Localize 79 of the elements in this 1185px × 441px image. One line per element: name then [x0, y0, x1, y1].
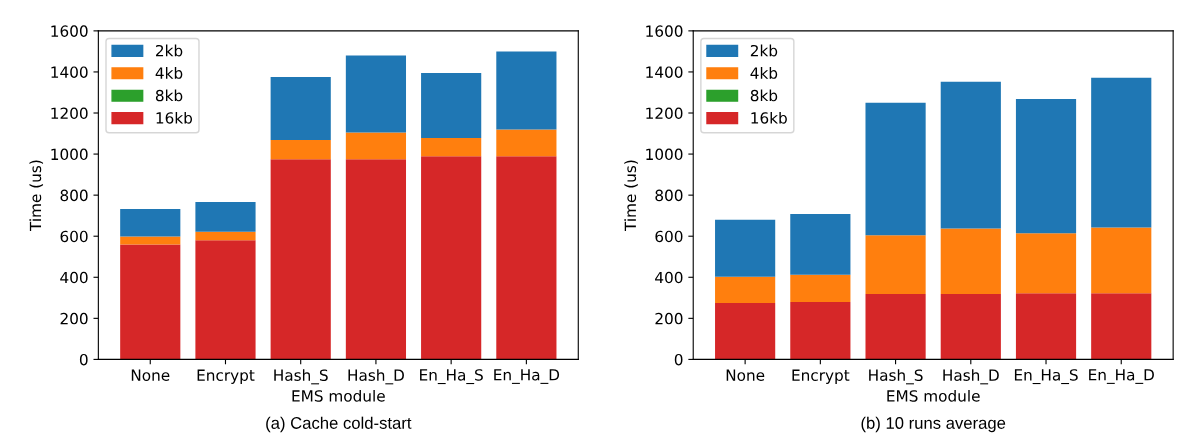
y-tick-label: 200: [655, 312, 683, 325]
y-tick-label: 200: [60, 312, 88, 325]
bar: [790, 214, 851, 275]
y-tick-label: 1600: [51, 25, 88, 37]
y-axis-title: Time (us): [624, 160, 638, 232]
y-tick-label: 400: [60, 271, 88, 284]
bar: [270, 140, 331, 160]
bar: [421, 138, 482, 157]
bar: [715, 219, 776, 277]
x-tick-label: Hash_S: [274, 369, 328, 385]
bar: [790, 301, 851, 360]
y-tick-label: 1600: [646, 25, 683, 37]
bar: [865, 235, 926, 295]
bar: [496, 51, 557, 130]
legend-label: 4kb: [155, 67, 183, 79]
bar: [195, 231, 256, 241]
bar: [715, 302, 776, 360]
y-tick-label: 1000: [51, 148, 88, 161]
y-tick-label: 1000: [646, 148, 683, 161]
x-tick-label: En_Ha_D: [1089, 369, 1154, 384]
x-axis-title: EMS module: [292, 389, 385, 402]
bar: [1015, 233, 1077, 294]
bar: [345, 132, 407, 160]
y-tick-label: 0: [674, 353, 683, 366]
bar: [120, 209, 181, 237]
x-axis-title: EMS module: [887, 389, 980, 402]
x-tick-label: En_Ha_D: [494, 369, 560, 384]
bar: [270, 77, 331, 141]
bar: [1015, 99, 1077, 234]
text: (b) 10 runs average: [861, 416, 1006, 433]
y-tick-label: 600: [60, 230, 88, 243]
bar: [195, 240, 256, 360]
x-tick-label: None: [131, 369, 170, 381]
bar: [865, 294, 926, 360]
x-tick-label: En_Ha_S: [1014, 369, 1078, 385]
bar: [1091, 293, 1152, 360]
y-tick-label: 0: [79, 353, 88, 366]
y-axis-title: Time (us): [29, 160, 44, 232]
bar: [421, 156, 482, 360]
legend-label: 8kb: [750, 89, 778, 102]
legend-label: 16kb: [751, 111, 787, 124]
bar: [496, 156, 557, 360]
x-tick-label: Hash_S: [869, 369, 923, 385]
bar: [496, 129, 557, 157]
x-tick-label: Hash_D: [943, 369, 999, 385]
x-tick-label: En_Ha_S: [420, 369, 483, 385]
bar: [345, 159, 407, 360]
legend-label: 16kb: [156, 111, 193, 124]
y-tick-label: 1400: [51, 66, 88, 78]
bar: [1091, 227, 1152, 294]
x-tick-label: Hash_D: [348, 369, 404, 385]
y-tick-label: 400: [655, 271, 683, 284]
legend-label: 2kb: [156, 44, 183, 57]
bar: [940, 294, 1001, 360]
bar: [940, 81, 1001, 229]
bar: [865, 102, 926, 236]
bar: [120, 244, 181, 360]
x-tick-label: None: [726, 369, 765, 381]
y-tick-label: 1400: [646, 66, 683, 78]
bar: [421, 72, 482, 139]
legend-label: 4kb: [750, 67, 778, 79]
x-tick-label: Encrypt: [197, 369, 255, 384]
legend-label: 8kb: [155, 89, 183, 102]
legend-label: 2kb: [750, 44, 778, 57]
y-tick-label: 800: [655, 189, 683, 202]
y-tick-label: 1200: [51, 107, 88, 120]
text: (a) Cache cold-start: [266, 416, 412, 433]
bar: [1091, 77, 1152, 228]
x-tick-label: Encrypt: [792, 369, 850, 384]
bar: [790, 274, 851, 302]
y-tick-label: 1200: [646, 107, 683, 120]
y-tick-label: 600: [655, 230, 683, 243]
bar: [270, 159, 331, 360]
bar: [1015, 293, 1077, 360]
bar: [345, 55, 407, 133]
bar: [715, 276, 776, 303]
bar: [195, 202, 256, 232]
bar: [940, 228, 1001, 295]
y-tick-label: 800: [60, 189, 88, 202]
